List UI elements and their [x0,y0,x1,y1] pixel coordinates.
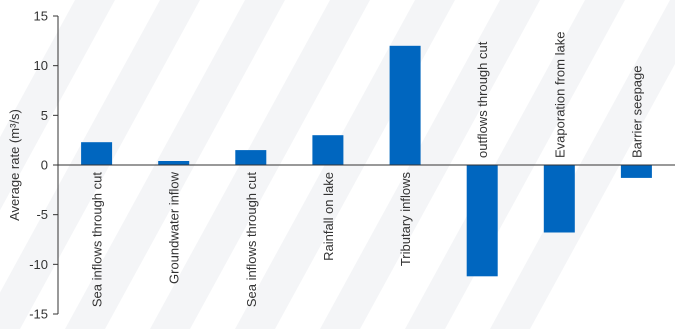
category-label: Sea inflows through cut [244,172,259,308]
y-ticks-group: 15 10 5 0 -5 -10 -15 [29,9,58,322]
bar [81,142,113,165]
category-label: outflows through cut [475,41,490,158]
bar [158,161,190,165]
bar [466,165,498,277]
category-label: Sea inflows through cut [90,172,105,308]
y-tick-label: -15 [29,307,48,322]
category-labels-group: Sea inflows through cut Groundwater inflo… [90,32,645,308]
y-axis-title: Average rate (m³/s) [7,109,22,221]
bar [389,45,421,165]
category-label: Barrier seepage [629,66,644,159]
y-tick-label: 5 [41,108,48,123]
category-label: Groundwater inflow [167,171,182,284]
category-label: Evaporation from lake [552,32,567,158]
category-label: Tributary inflows [398,172,413,267]
y-tick-label: -10 [29,257,48,272]
bar [235,150,267,165]
category-label: Rainfall on lake [321,172,336,261]
bar [620,165,652,178]
bar [312,135,344,165]
bars-group [81,45,652,277]
y-tick-label: 15 [34,9,48,24]
y-tick-label: 0 [41,158,48,173]
y-tick-label: -5 [36,207,48,222]
bar [543,165,575,233]
y-tick-label: 10 [34,58,48,73]
